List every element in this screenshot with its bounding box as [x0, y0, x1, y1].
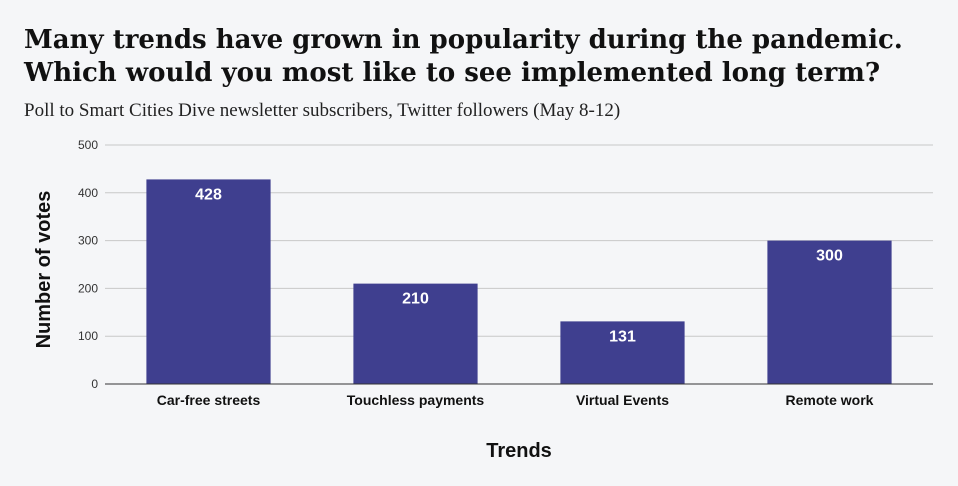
data-label: 131 [609, 328, 636, 345]
bars [146, 179, 892, 384]
x-axis-title: Trends [486, 440, 552, 462]
bar [767, 240, 892, 384]
bar [560, 321, 685, 384]
y-axis-ticks: 0 100 200 300 400 500 [78, 138, 98, 391]
x-category-label: Virtual Events [576, 392, 669, 408]
y-tick-label: 300 [78, 234, 98, 248]
x-category-label: Touchless payments [347, 392, 485, 408]
data-labels: 428 210 131 300 [195, 186, 843, 345]
x-axis-categories: Car-free streets Touchless payments Virtua… [157, 392, 874, 408]
y-axis-title: Number of votes [33, 191, 55, 349]
bar [146, 179, 271, 384]
chart-title-line-1: Many trends have grown in popularity dur… [24, 25, 903, 55]
y-tick-label: 500 [78, 138, 98, 152]
chart-title-line-2: Which would you most like to see impleme… [24, 58, 881, 88]
bar [353, 283, 478, 384]
y-tick-label: 200 [78, 281, 98, 295]
data-label: 300 [816, 248, 843, 265]
x-category-label: Car-free streets [157, 392, 261, 408]
y-tick-label: 0 [91, 377, 98, 391]
y-tick-label: 400 [78, 186, 98, 200]
chart-title: Many trends have grown in popularity dur… [24, 24, 944, 90]
data-label: 428 [195, 186, 222, 203]
y-tick-label: 100 [78, 329, 98, 343]
x-category-label: Remote work [786, 392, 874, 408]
chart-subtitle: Poll to Smart Cities Dive newsletter sub… [24, 100, 621, 121]
data-label: 210 [402, 291, 429, 308]
